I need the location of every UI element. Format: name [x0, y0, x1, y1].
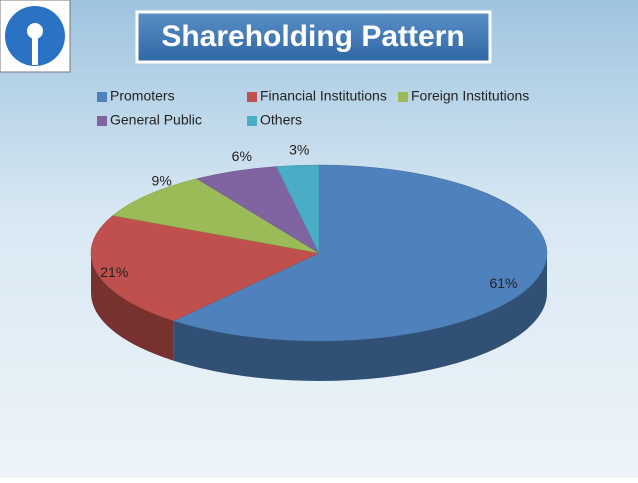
- legend-swatch: [97, 92, 107, 102]
- slice: [112, 178, 320, 254]
- legend-swatch: [247, 116, 257, 126]
- legend-label: Promoters: [110, 88, 175, 104]
- legend-swatch: [247, 92, 257, 102]
- legend-label: General Public: [110, 112, 202, 128]
- legend-swatch: [398, 92, 408, 102]
- slice: [172, 164, 548, 342]
- slice: [90, 215, 320, 322]
- data-label: 9%: [152, 173, 172, 189]
- chart-title: Shareholding Pattern: [161, 20, 464, 53]
- legend-label: Financial Institutions: [260, 88, 387, 104]
- logo: [0, 0, 71, 73]
- legend-label: Foreign Institutions: [411, 88, 529, 104]
- title-box: [135, 10, 492, 64]
- slice: [275, 164, 320, 254]
- legend-label: Others: [260, 112, 302, 128]
- data-label: 3%: [289, 142, 309, 158]
- legend-swatch: [97, 116, 107, 126]
- slice-side: [173, 253, 547, 381]
- data-label: 21%: [100, 264, 128, 280]
- data-label: 6%: [232, 148, 252, 164]
- slice-side: [91, 253, 174, 361]
- data-label: 61%: [489, 275, 517, 291]
